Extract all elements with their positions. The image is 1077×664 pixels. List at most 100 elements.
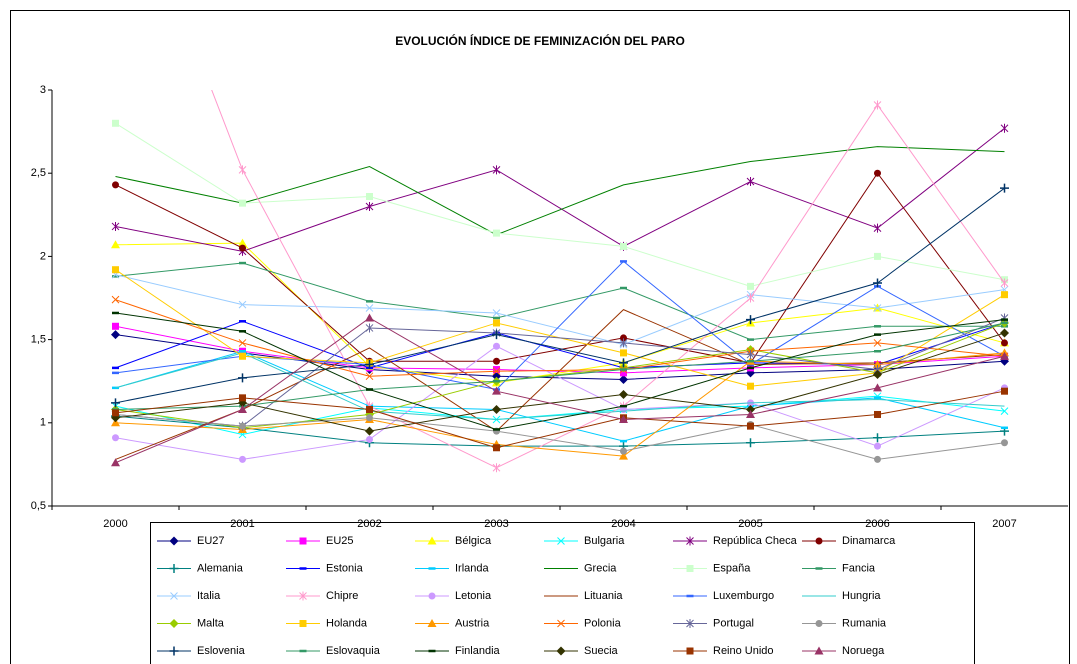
- y-tick-label: 1: [40, 417, 46, 429]
- data-point: [111, 295, 120, 304]
- data-point: [238, 404, 247, 413]
- data-point: [874, 252, 881, 260]
- y-tick-label: 0,5: [31, 500, 46, 512]
- series-line: [115, 146, 1005, 236]
- legend-label: Finlandia: [455, 645, 501, 657]
- data-point: [619, 451, 628, 460]
- data-point: [112, 266, 119, 274]
- legend-marker: [686, 619, 694, 628]
- legend-label: Bélgica: [455, 535, 492, 547]
- series-line: [115, 242, 1005, 384]
- data-point: [619, 390, 628, 400]
- data-point: [493, 444, 500, 452]
- legend-marker: [169, 536, 179, 546]
- legend-marker: [686, 536, 694, 546]
- data-point: [493, 319, 500, 327]
- data-point: [746, 315, 755, 325]
- y-tick-label: 2: [40, 250, 46, 262]
- data-point: [239, 422, 246, 430]
- data-point: [493, 357, 500, 365]
- legend-label: Eslovenia: [197, 645, 246, 657]
- legend-label: EU27: [197, 535, 225, 547]
- series-line: [115, 312, 1005, 430]
- data-point: [366, 414, 373, 422]
- series-line: [115, 345, 1005, 460]
- series-line: [115, 350, 1005, 442]
- data-point: [365, 372, 374, 381]
- x-tick-label: 2005: [738, 518, 762, 530]
- legend-label: Irlanda: [455, 562, 490, 574]
- legend-marker: [299, 537, 307, 545]
- series-line: [115, 332, 1005, 432]
- data-point: [112, 119, 119, 127]
- data-point: [238, 373, 247, 383]
- legend-label: Fancia: [842, 562, 876, 574]
- data-point: [365, 360, 374, 370]
- data-point: [1001, 439, 1008, 447]
- data-point: [492, 404, 501, 414]
- data-point: [493, 366, 500, 374]
- series-line: [115, 262, 1005, 341]
- data-point: [365, 426, 374, 436]
- data-point: [1000, 407, 1009, 416]
- data-point: [874, 442, 881, 450]
- legend-label: Luxemburgo: [713, 590, 774, 602]
- data-point: [1001, 291, 1008, 299]
- data-point: [1000, 351, 1009, 360]
- legend-marker: [686, 565, 694, 572]
- legend-label: Suecia: [584, 645, 619, 657]
- y-tick-label: 2,5: [31, 167, 46, 179]
- data-point: [746, 404, 755, 414]
- data-point: [111, 330, 120, 340]
- data-point: [238, 165, 247, 175]
- legend-marker: [557, 537, 565, 545]
- data-point: [873, 360, 882, 369]
- legend-label: Polonia: [584, 617, 622, 629]
- data-point: [493, 229, 500, 237]
- data-point: [620, 447, 627, 455]
- legend-label: Malta: [197, 617, 225, 629]
- data-point: [366, 435, 373, 443]
- legend-marker: [169, 564, 179, 573]
- data-point: [747, 382, 754, 390]
- data-point: [1001, 387, 1008, 395]
- data-point: [873, 433, 882, 443]
- x-tick-label: 2004: [611, 518, 635, 530]
- series-line: [115, 317, 1005, 427]
- chart-title: EVOLUCIÓN ÍNDICE DE FEMINIZACIÓN DEL PAR…: [395, 33, 685, 48]
- legend-marker: [169, 619, 179, 628]
- data-point: [1001, 339, 1008, 347]
- data-point: [238, 300, 247, 309]
- legend-label: Letonia: [455, 590, 492, 602]
- data-point: [873, 339, 882, 347]
- data-point: [111, 458, 120, 467]
- series-line: [115, 274, 1005, 346]
- x-tick-label: 2000: [103, 518, 127, 530]
- data-point: [492, 165, 501, 175]
- legend-marker: [169, 646, 179, 656]
- data-point: [746, 409, 755, 418]
- data-point: [619, 414, 628, 423]
- data-point: [238, 339, 247, 347]
- data-point: [112, 322, 119, 330]
- legend-marker: [815, 620, 823, 627]
- legend-label: Noruega: [842, 645, 885, 657]
- data-point: [111, 398, 120, 408]
- data-point: [873, 100, 882, 110]
- series-line: [115, 172, 1005, 364]
- legend-label: Eslovaquia: [326, 645, 381, 657]
- legend-marker: [686, 647, 694, 655]
- legend-label: Hungria: [842, 590, 881, 602]
- series-line: [115, 317, 1005, 464]
- legend-label: Holanda: [326, 617, 368, 629]
- legend-label: Grecia: [584, 562, 617, 574]
- data-point: [111, 221, 120, 231]
- legend-marker: [557, 619, 565, 628]
- data-point: [874, 410, 881, 418]
- data-point: [746, 350, 755, 360]
- series-line: [115, 187, 1005, 404]
- legend-label: Italia: [197, 590, 221, 602]
- data-point: [620, 349, 627, 357]
- legend-label: Alemania: [197, 562, 244, 574]
- data-point: [112, 434, 119, 442]
